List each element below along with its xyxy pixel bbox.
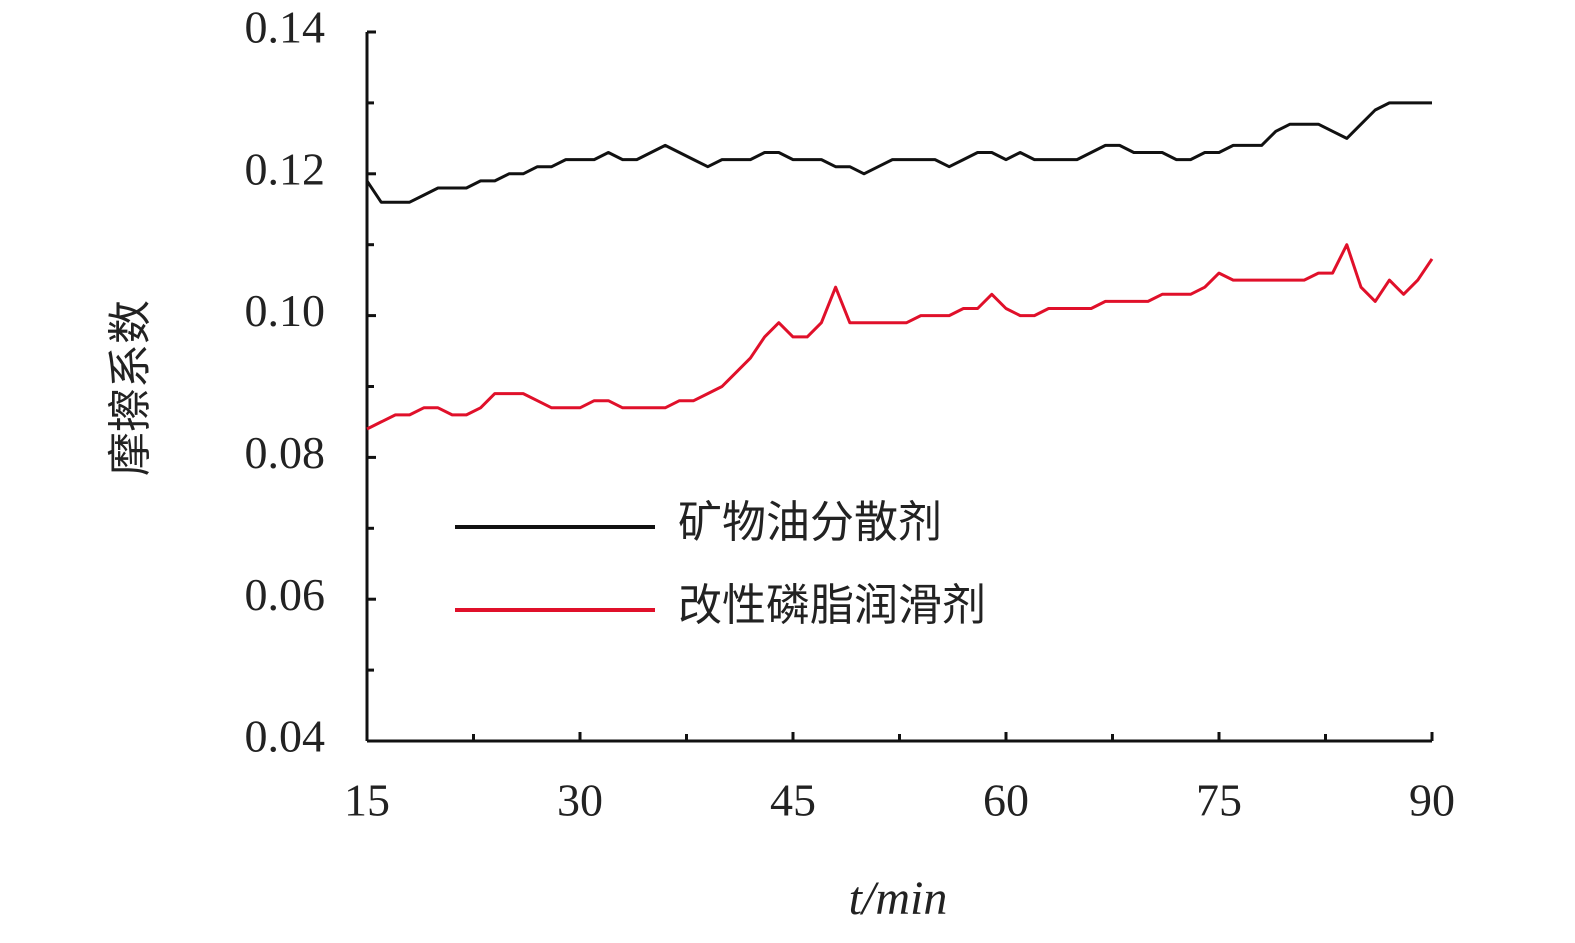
y-tick-label: 0.14	[245, 2, 326, 53]
x-axis-label: t/min	[849, 872, 948, 925]
x-tick-label: 45	[770, 775, 816, 826]
y-tick-label: 0.04	[245, 711, 326, 762]
x-tick-label: 75	[1196, 775, 1242, 826]
y-tick-label: 0.12	[245, 143, 326, 194]
y-axis-label: 摩擦系数	[106, 300, 155, 476]
legend-label: 改性磷脂润滑剂	[678, 581, 986, 630]
data-line	[365, 101, 1432, 204]
x-tick-label: 15	[344, 775, 390, 826]
x-tick-label: 30	[557, 775, 603, 826]
x-tick-label: 90	[1409, 775, 1455, 826]
y-tick-label: 0.10	[245, 285, 326, 336]
data-line	[366, 243, 1434, 431]
y-tick-label: 0.08	[245, 427, 326, 478]
y-tick-label: 0.06	[245, 569, 326, 620]
legend-label: 矿物油分散剂	[678, 498, 942, 547]
x-tick-label: 60	[983, 775, 1029, 826]
